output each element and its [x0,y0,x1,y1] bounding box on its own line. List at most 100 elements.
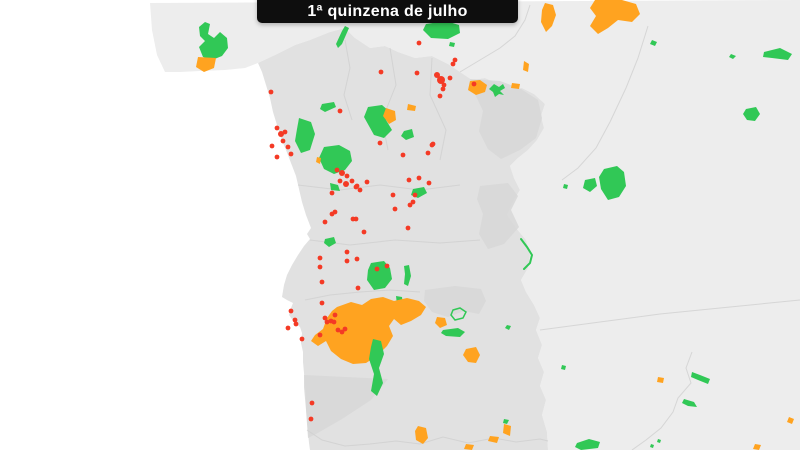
fire-dot [322,219,328,225]
green-area-patch [563,184,568,189]
green-area-patch [763,48,792,60]
green-area-patch [691,372,710,384]
fire-dot [337,178,343,184]
orange-area-patch [753,444,761,450]
green-area-patch [650,444,654,448]
fire-dot [319,300,325,306]
fire-dot [390,192,396,198]
fire-dot [405,225,411,231]
fire-dot [322,315,328,321]
fire-dot [392,206,398,212]
orange-area-patch [541,3,556,32]
orange-area-patch [464,444,474,450]
green-area-patch [295,118,315,153]
fire-dot [354,256,360,262]
district-border-line [309,239,481,246]
green-area-patch [319,145,352,174]
fire-dot [407,202,413,208]
green-area-patch [583,178,597,192]
fire-dot [353,184,359,190]
district-shade [477,183,519,249]
period-banner-label: 1ª quinzena de julho [307,3,468,20]
fire-dot [344,249,350,255]
orange-area-patch [488,436,499,443]
green-area-patch [561,365,566,370]
green-area-patch [199,22,228,60]
fire-dot [292,317,298,323]
fire-dot [288,308,294,314]
fire-dot [344,258,350,264]
green-area-patch [423,21,460,39]
district-border-line [306,429,549,447]
green-area-patch [404,265,411,286]
fire-dot [434,72,440,78]
district-border-line [343,39,353,121]
district-border-line [429,57,447,161]
fire-dot [364,179,370,185]
green-area-patch [324,237,336,247]
green-area-patch [505,325,511,330]
orange-area-patch [511,83,520,89]
fire-dot [324,319,330,325]
orange-area-patch [523,61,529,72]
fire-dot [332,312,338,318]
fire-dot [278,131,284,137]
orange-area-patch [383,108,396,124]
district-border-line [297,184,461,191]
green-area-patch [450,307,467,321]
orange-area-patch [590,0,640,34]
green-area-patch [441,328,465,337]
orange-area-patch [311,297,426,364]
fire-dot [337,108,343,114]
fire-dot [357,187,363,193]
fire-dot [334,167,340,173]
fire-dot [429,142,435,148]
fire-dot [426,180,432,186]
fire-dot [437,93,443,99]
fire-dot [384,263,390,269]
fire-dot [288,151,294,157]
fire-dot [378,69,384,75]
district-shade [424,286,486,317]
fire-dot [400,152,406,158]
fire-dot [471,81,477,87]
fire-dot [437,76,445,84]
fire-dot [299,336,305,342]
fire-dot [412,192,418,198]
fire-dot [416,175,422,181]
green-area-patch [369,339,384,396]
green-area-patch [449,42,455,47]
green-area-patch [330,183,340,191]
orange-area-patch [415,426,428,444]
green-area-patch [401,129,414,140]
green-area-patch [743,107,760,121]
district-border-line [539,299,800,331]
green-area-patch [657,439,661,443]
fire-dot [317,264,323,270]
green-area-patch [599,166,626,200]
green-area-patch [489,84,505,97]
fire-dot [339,170,345,176]
fire-dot [440,86,446,92]
fire-dot [342,326,348,332]
orange-area-patch [787,417,794,424]
fire-dot [331,319,337,325]
fire-dot [361,229,367,235]
period-banner: 1ª quinzena de julho [257,0,518,23]
green-area-patch [575,439,600,450]
fire-dot [268,89,274,95]
district-shade [470,79,542,159]
green-area-patch [367,261,392,290]
fire-dot [285,144,291,150]
spain-region [150,0,800,450]
fire-dot [280,138,286,144]
fire-dot [282,129,288,135]
orange-area-patch [196,57,216,72]
district-border-line [631,351,693,450]
orange-area-patch [657,377,664,383]
fire-dot [416,40,422,46]
fire-dot [317,255,323,261]
fire-dot [308,416,314,422]
green-area-patch [729,54,736,59]
